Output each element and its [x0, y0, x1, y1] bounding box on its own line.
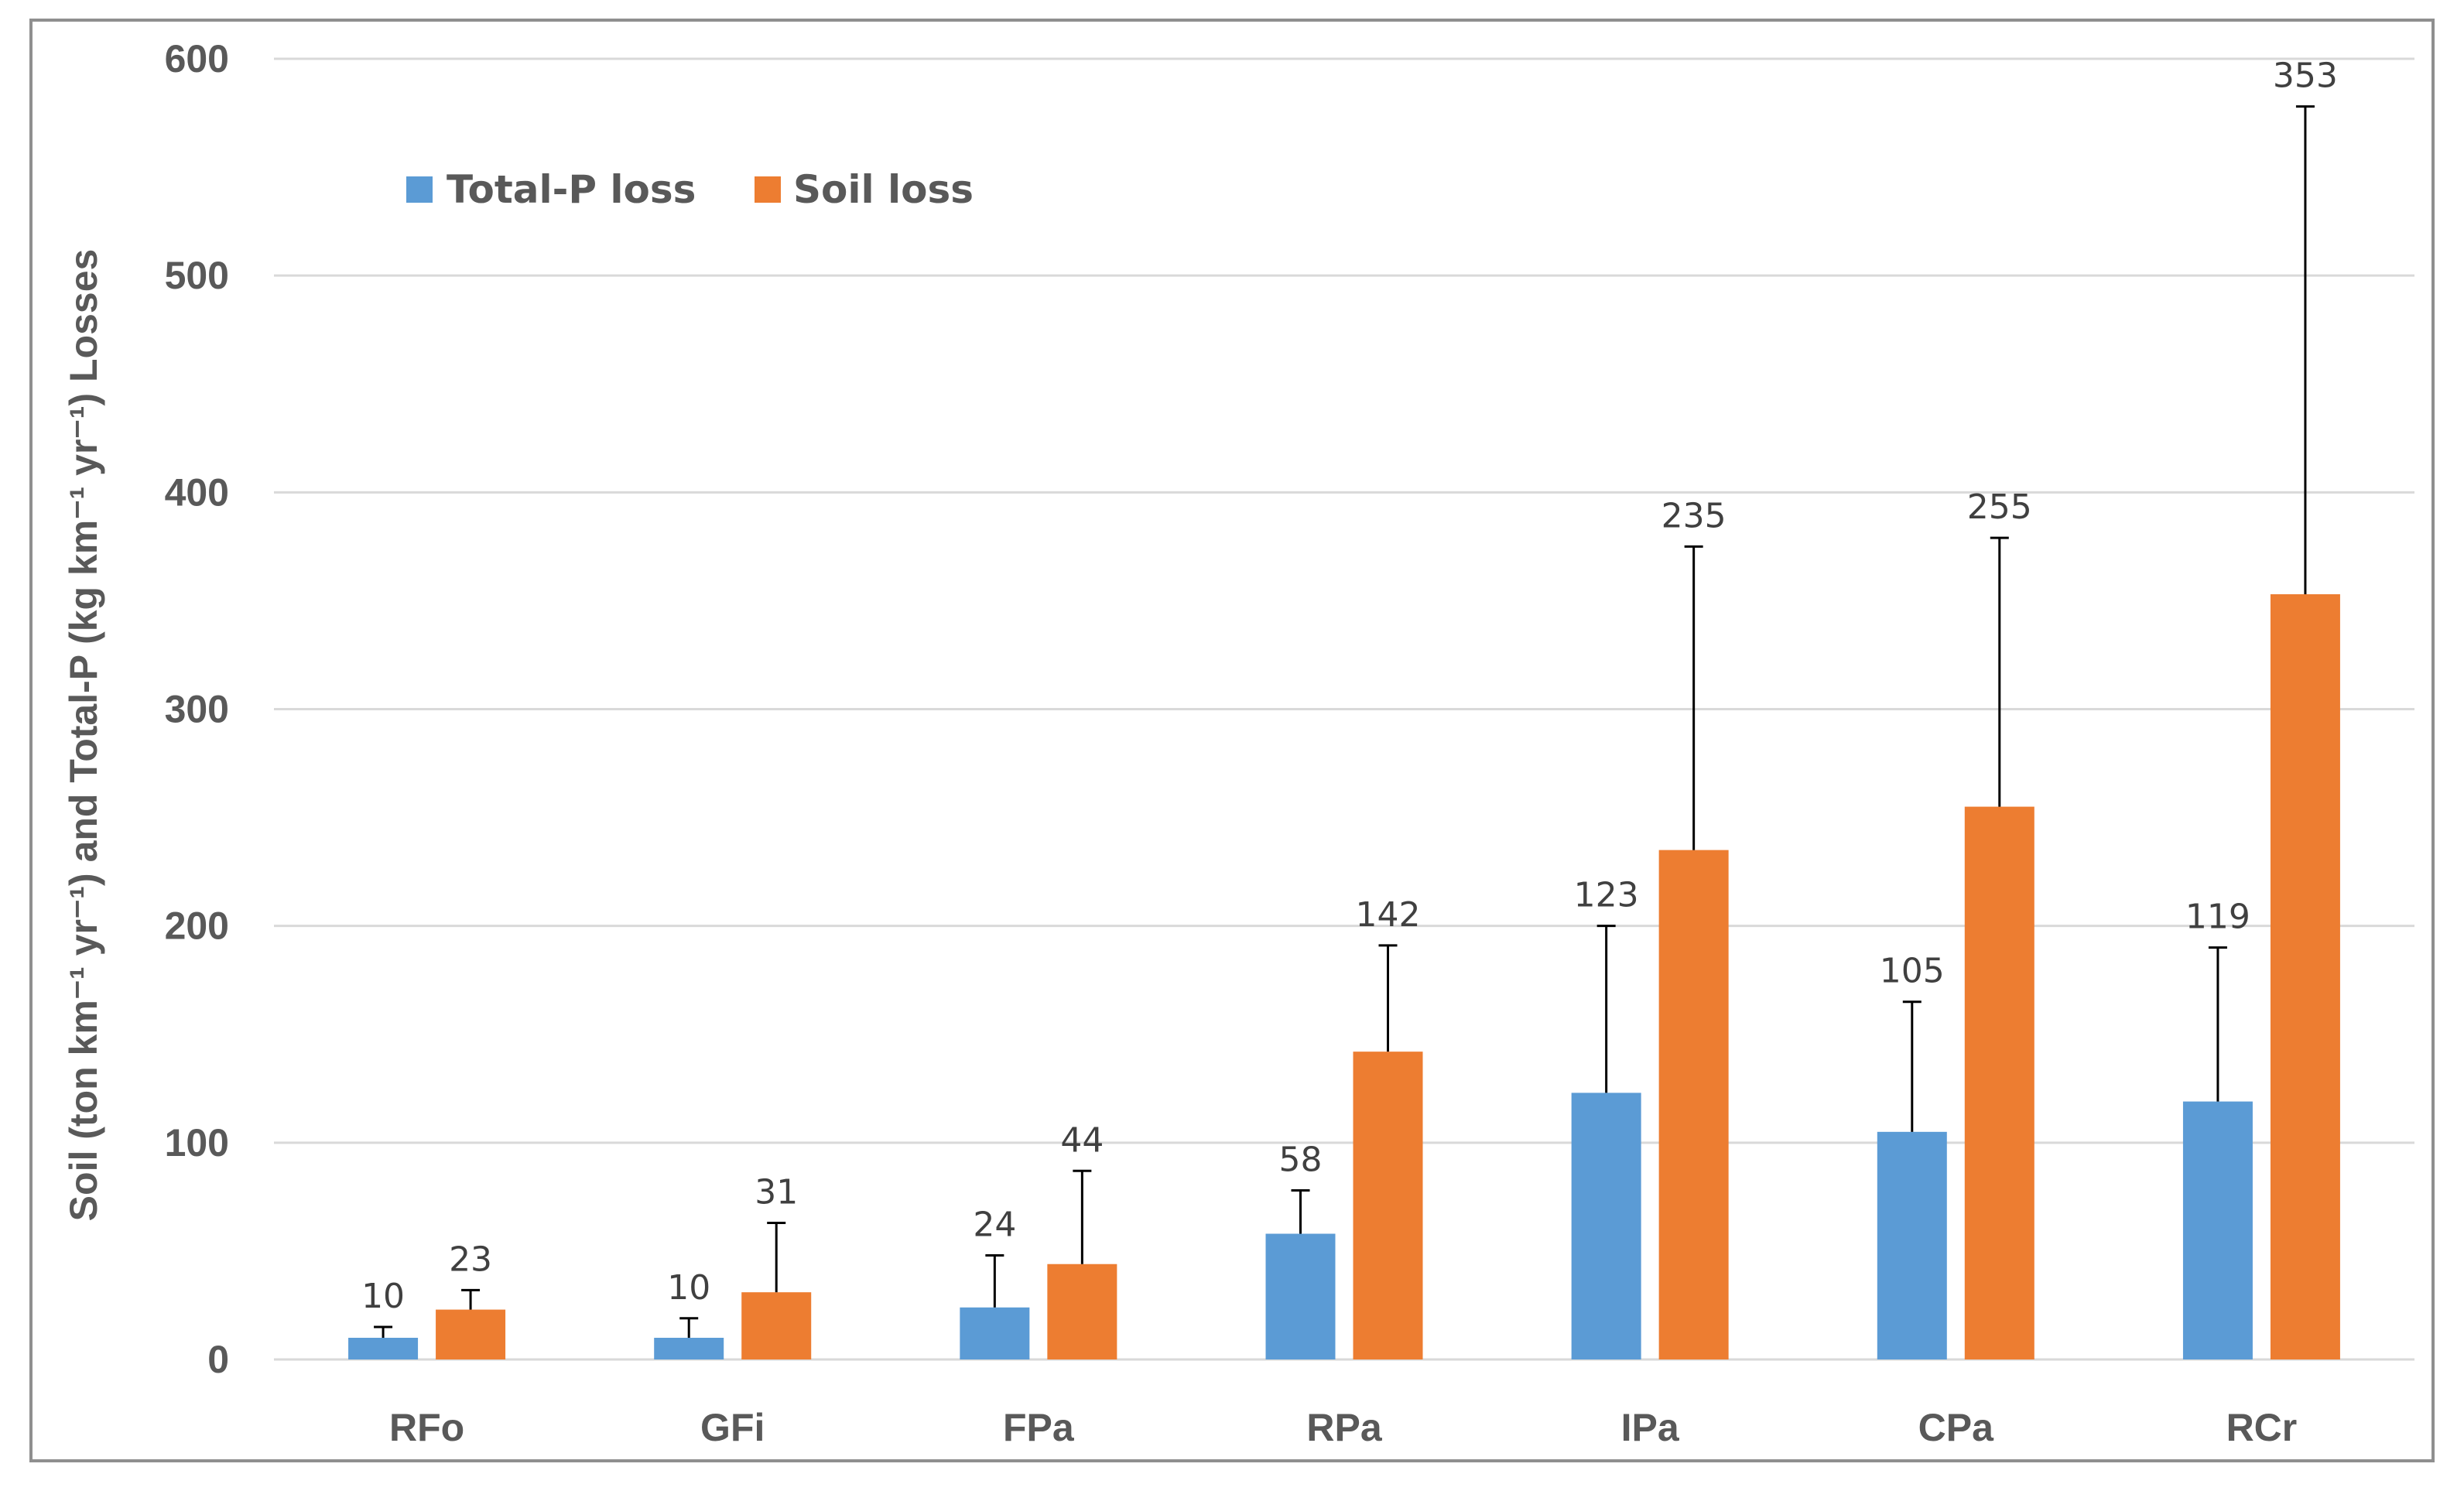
error-bar-soil-GFi	[767, 1221, 786, 1293]
legend-swatch-total-p	[406, 176, 433, 203]
bar-total-p-RPa	[1265, 1233, 1336, 1359]
bar-soil-FPa	[1047, 1264, 1117, 1359]
y-tick-300: 300	[165, 688, 229, 731]
legend: Total-P loss Soil loss	[406, 167, 974, 212]
error-bar-total-p-RCr	[2208, 946, 2227, 1102]
data-label-soil-RFo: 23	[449, 1240, 492, 1279]
legend-label-total-p: Total-P loss	[447, 167, 696, 212]
y-tick-0: 0	[207, 1338, 229, 1381]
y-axis-ticks: 0 100 200 300 400 500 600	[165, 37, 229, 1381]
x-category-CPa: CPa	[1918, 1406, 1994, 1449]
x-category-RPa: RPa	[1306, 1406, 1382, 1449]
bar-total-p-IPa	[1571, 1093, 1641, 1359]
error-bar-soil-IPa	[1684, 545, 1703, 850]
error-bar-total-p-GFi	[679, 1317, 699, 1338]
bar-soil-IPa	[1658, 850, 1729, 1359]
data-label-soil-GFi: 31	[755, 1172, 798, 1212]
data-label-total-p-RPa: 58	[1279, 1140, 1323, 1179]
data-label-total-p-IPa: 123	[1574, 876, 1639, 915]
data-label-soil-IPa: 235	[1661, 496, 1727, 535]
error-bar-soil-RPa	[1378, 944, 1398, 1052]
error-bar-total-p-RPa	[1291, 1188, 1310, 1234]
error-bar-soil-RCr	[2295, 105, 2315, 595]
data-label-soil-CPa: 255	[1967, 487, 2032, 527]
y-tick-100: 100	[165, 1121, 229, 1164]
data-label-soil-RPa: 142	[1356, 895, 1421, 935]
data-label-total-p-RCr: 119	[2185, 898, 2250, 937]
error-bars	[374, 105, 2315, 1338]
bars	[348, 594, 2340, 1359]
data-label-total-p-RFo: 10	[361, 1277, 405, 1316]
error-bar-soil-RFo	[461, 1288, 481, 1310]
data-label-total-p-GFi: 10	[667, 1268, 710, 1308]
data-label-total-p-CPa: 105	[1880, 952, 1945, 991]
bar-soil-RPa	[1353, 1052, 1423, 1359]
y-tick-400: 400	[165, 470, 229, 514]
legend-swatch-soil	[755, 176, 781, 203]
error-bar-total-p-CPa	[1902, 1000, 1922, 1132]
data-labels: 10 23 10 31 24 44 58 142 123 235 105 255 119 353	[361, 56, 2338, 1316]
bar-total-p-GFi	[654, 1337, 724, 1359]
bar-total-p-FPa	[960, 1307, 1030, 1359]
y-tick-200: 200	[165, 905, 229, 948]
bar-soil-RCr	[2270, 594, 2340, 1359]
error-bar-total-p-FPa	[985, 1254, 1004, 1308]
chart-frame	[29, 19, 2435, 1462]
data-label-total-p-FPa: 24	[973, 1205, 1016, 1245]
data-label-soil-RCr: 353	[2273, 56, 2338, 96]
x-category-GFi: GFi	[700, 1406, 765, 1449]
bar-total-p-RCr	[2182, 1101, 2253, 1359]
y-tick-600: 600	[165, 37, 229, 80]
error-bar-total-p-IPa	[1596, 925, 1616, 1093]
x-category-RFo: RFo	[389, 1406, 464, 1449]
y-tick-500: 500	[165, 254, 229, 297]
bar-total-p-CPa	[1877, 1131, 1947, 1359]
bar-soil-RFo	[436, 1309, 506, 1359]
x-category-FPa: FPa	[1003, 1406, 1075, 1449]
x-axis-categories: RFo GFi FPa RPa IPa CPa RCr	[389, 1406, 2297, 1449]
error-bar-soil-FPa	[1073, 1169, 1092, 1264]
x-category-IPa: IPa	[1621, 1406, 1680, 1449]
gridlines	[274, 57, 2414, 1361]
bar-soil-GFi	[741, 1292, 812, 1359]
data-label-soil-FPa: 44	[1060, 1120, 1104, 1160]
x-category-RCr: RCr	[2226, 1406, 2298, 1449]
y-axis-label: Soil (ton km⁻¹ yr⁻¹) and Total-P (kg km⁻…	[62, 249, 105, 1222]
legend-label-soil: Soil loss	[793, 167, 974, 212]
bar-soil-CPa	[1964, 806, 2035, 1359]
error-bar-soil-CPa	[1990, 536, 2009, 807]
bar-total-p-RFo	[348, 1337, 419, 1359]
error-bar-total-p-RFo	[374, 1325, 393, 1338]
